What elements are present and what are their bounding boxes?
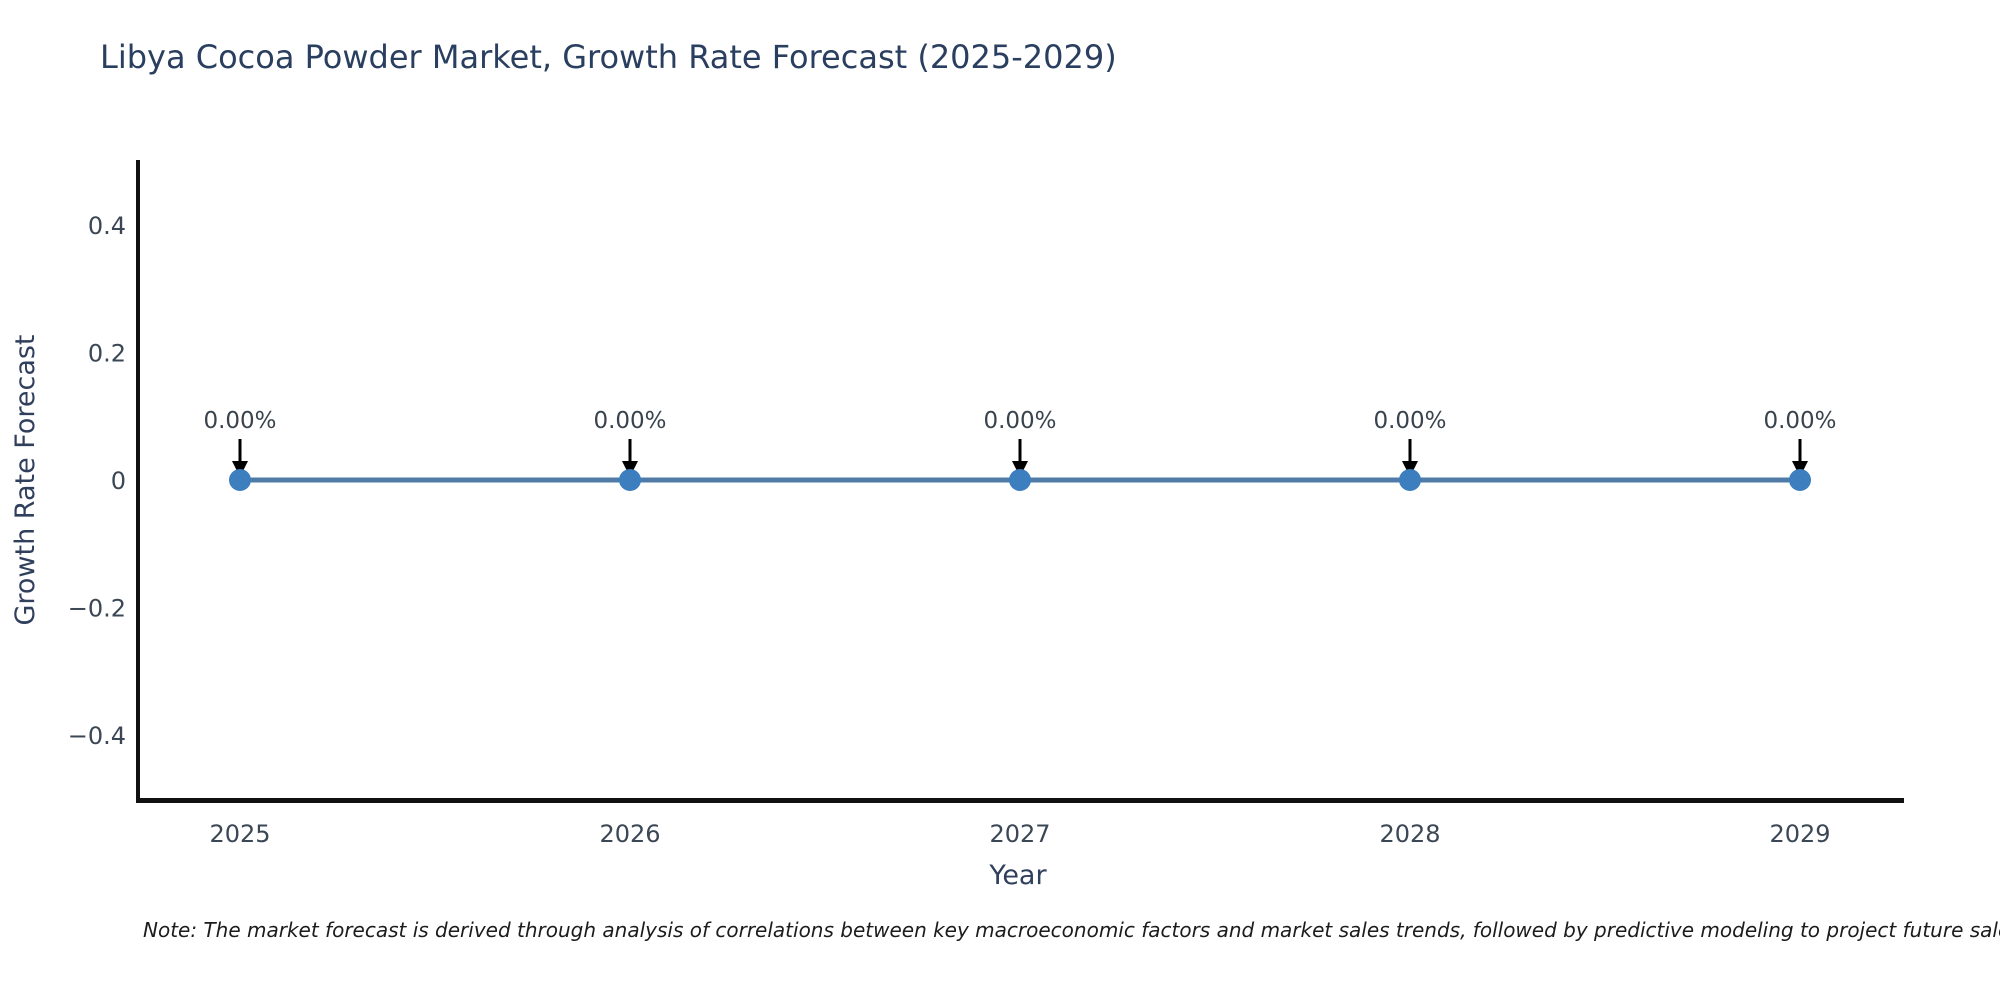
- y-tick-label: −0.4: [68, 722, 126, 750]
- y-tick-label: 0.4: [88, 212, 126, 240]
- data-point-label: 0.00%: [983, 408, 1056, 434]
- y-axis-title: Growth Rate Forecast: [10, 334, 41, 625]
- data-point-marker: [1399, 469, 1421, 491]
- y-tick-label: −0.2: [68, 595, 126, 623]
- y-tick-label: 0: [111, 467, 126, 495]
- y-tick-label: 0.2: [88, 340, 126, 368]
- data-point-marker: [1009, 469, 1031, 491]
- y-axis-line: [136, 160, 140, 803]
- data-point-label: 0.00%: [1763, 408, 1836, 434]
- x-tick-label: 2025: [209, 820, 270, 848]
- data-point-label: 0.00%: [593, 408, 666, 434]
- x-tick-label: 2029: [1769, 820, 1830, 848]
- x-axis-line: [136, 798, 1904, 803]
- data-point-marker: [229, 469, 251, 491]
- x-tick-label: 2026: [599, 820, 660, 848]
- data-point-marker: [619, 469, 641, 491]
- data-point-label: 0.00%: [203, 408, 276, 434]
- data-point-label: 0.00%: [1373, 408, 1446, 434]
- data-point-marker: [1789, 469, 1811, 491]
- x-axis-title: Year: [988, 860, 1047, 891]
- chart-title: Libya Cocoa Powder Market, Growth Rate F…: [100, 38, 1117, 76]
- plot-layer: 0.4 0.2 0 −0.2 −0.4 2025 2026 2027 2028 2029 0.00%…: [68, 212, 1837, 848]
- x-tick-label: 2028: [1379, 820, 1440, 848]
- chart-footnote: Note: The market forecast is derived thr…: [143, 918, 2000, 942]
- x-tick-label: 2027: [989, 820, 1050, 848]
